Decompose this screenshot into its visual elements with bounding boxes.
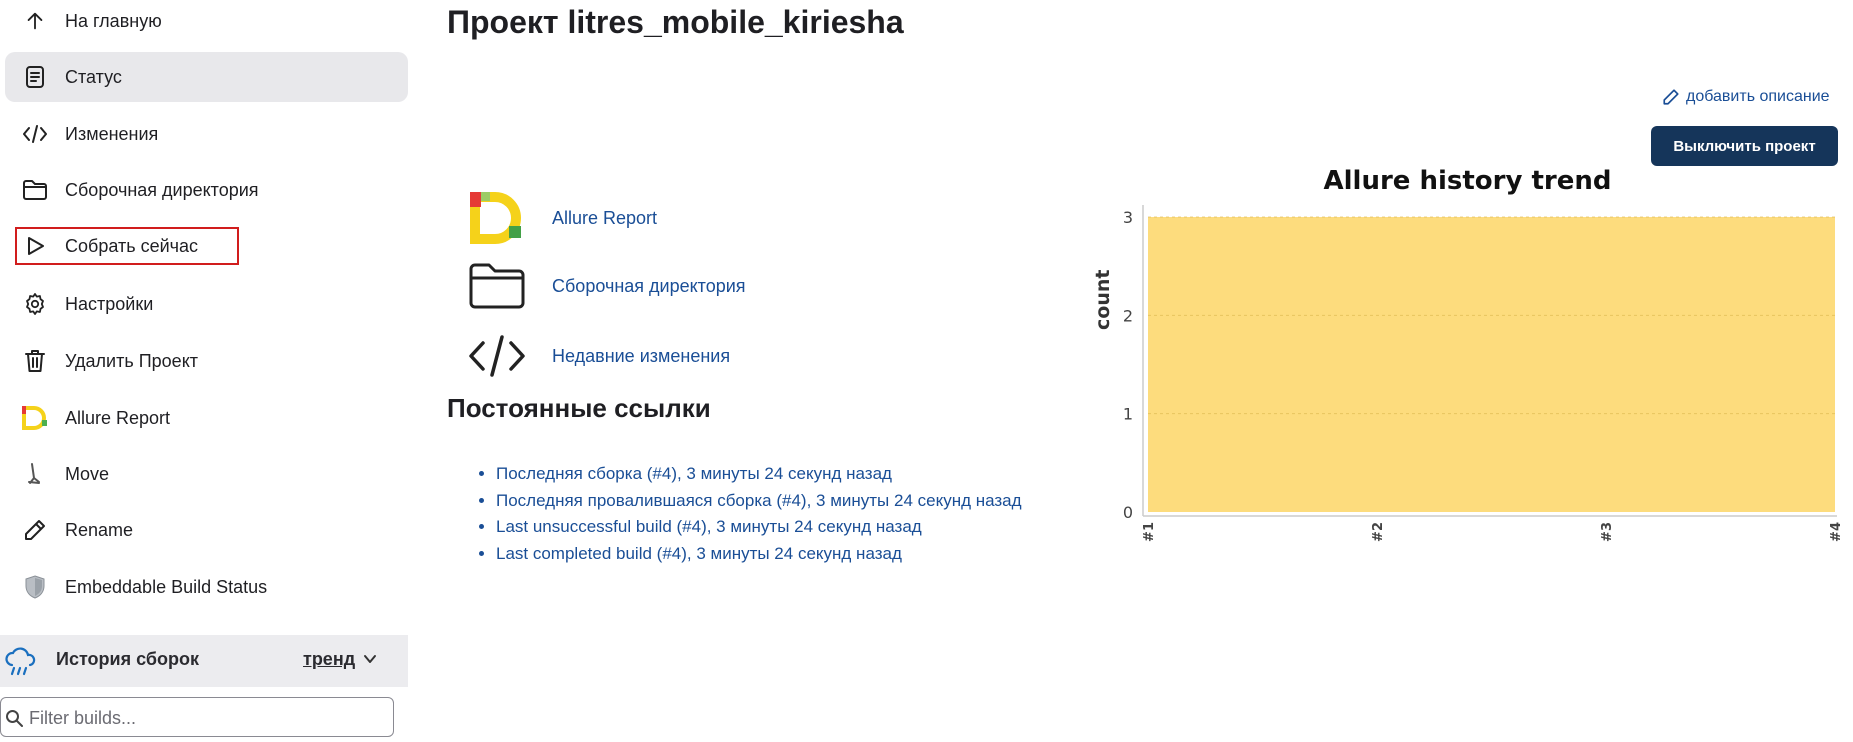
cloud-rain-icon <box>4 647 38 682</box>
chart-x-tick-label: #2 <box>1371 522 1386 542</box>
allure-logo-icon <box>468 189 526 247</box>
arrow-up-icon <box>22 8 48 34</box>
sidebar-item-label: Move <box>65 463 110 484</box>
trash-icon <box>22 348 48 374</box>
workspace-link[interactable]: Сборочная директория <box>552 275 746 296</box>
chart-y-tick-label: 3 <box>1123 208 1133 227</box>
search-icon <box>6 710 23 727</box>
sidebar-item-label: Удалить Проект <box>65 350 199 371</box>
chart-y-axis-label: count <box>1092 269 1114 330</box>
list-item: Last completed build (#4), 3 минуты 24 с… <box>496 541 1022 568</box>
sidebar-item-delete-project[interactable]: Удалить Проект <box>5 336 408 386</box>
permalinks-title: Постоянные ссылки <box>447 393 711 423</box>
add-description-label: добавить описание <box>1686 88 1830 105</box>
allure-report-link[interactable]: Allure Report <box>552 207 658 228</box>
sidebar-item-label: На главную <box>65 10 162 31</box>
sidebar-item-settings[interactable]: Настройки <box>5 279 408 329</box>
list-item: Last unsuccessful build (#4), 3 минуты 2… <box>496 514 1022 541</box>
disable-project-button[interactable]: Выключить проект <box>1651 126 1838 166</box>
shield-icon <box>22 574 48 600</box>
chart-title: Allure history trend <box>1323 166 1612 196</box>
list-item: Последняя сборка (#4), 3 минуты 24 секун… <box>496 461 1022 488</box>
chart-y-tick-label: 0 <box>1123 503 1133 522</box>
code-icon <box>468 327 526 385</box>
sidebar-item-label: Allure Report <box>65 407 171 428</box>
filter-builds-input[interactable] <box>27 703 381 733</box>
folder-icon <box>22 177 48 203</box>
move-icon <box>22 461 48 487</box>
recent-changes-link-row: Недавние изменения <box>468 327 730 385</box>
sidebar-item-status[interactable]: Статус <box>5 52 408 102</box>
sidebar-item-rename[interactable]: Rename <box>5 505 408 555</box>
pencil-icon <box>1663 89 1679 105</box>
sidebar: На главную Статус Изменения Сборочная ди… <box>0 0 410 742</box>
folder-icon <box>468 257 526 315</box>
gear-icon <box>22 291 48 317</box>
chart-x-tick-label: #1 <box>1142 522 1157 542</box>
sidebar-item-build-now[interactable]: Собрать сейчас <box>15 227 239 265</box>
page-title: Проект litres_mobile_kiriesha <box>447 4 904 40</box>
allure-logo-icon <box>22 405 48 431</box>
chart-area-series <box>1148 217 1835 512</box>
list-item: Последняя провалившаяся сборка (#4), 3 м… <box>496 488 1022 515</box>
build-history-header: История сборок тренд <box>0 635 408 687</box>
chart-x-tick-label: #4 <box>1829 522 1844 542</box>
allure-report-link-row: Allure Report <box>468 189 657 247</box>
build-history-title: История сборок <box>56 649 199 669</box>
sidebar-item-move[interactable]: Move <box>5 449 408 499</box>
sidebar-item-label: Embeddable Build Status <box>65 576 268 597</box>
sidebar-item-home[interactable]: На главную <box>5 0 408 46</box>
sidebar-item-label: Сборочная директория <box>65 179 259 200</box>
document-icon <box>22 64 48 90</box>
workspace-link-row: Сборочная директория <box>468 257 746 315</box>
sidebar-item-label: Изменения <box>65 123 159 144</box>
sidebar-item-label: Настройки <box>65 293 154 314</box>
permalink-last-completed-build[interactable]: Last completed build (#4), 3 минуты 24 с… <box>496 543 902 563</box>
sidebar-item-label: Статус <box>65 66 122 87</box>
sidebar-item-label: Собрать сейчас <box>65 235 199 256</box>
add-description-link[interactable]: добавить описание <box>1662 88 1830 106</box>
sidebar-item-changes[interactable]: Изменения <box>5 109 408 159</box>
sidebar-item-workspace[interactable]: Сборочная директория <box>5 165 408 215</box>
filter-builds-field[interactable] <box>0 697 394 737</box>
recent-changes-link[interactable]: Недавние изменения <box>552 345 731 366</box>
play-icon <box>22 233 48 259</box>
permalinks-list: Последняя сборка (#4), 3 минуты 24 секун… <box>478 461 1022 567</box>
sidebar-item-allure-report[interactable]: Allure Report <box>5 393 408 443</box>
sidebar-item-embeddable-build-status[interactable]: Embeddable Build Status <box>5 562 408 612</box>
permalink-last-build[interactable]: Последняя сборка (#4), 3 минуты 24 секун… <box>496 464 892 483</box>
trend-link[interactable]: тренд <box>303 649 356 669</box>
permalink-last-failed-build[interactable]: Последняя провалившаяся сборка (#4), 3 м… <box>496 490 1022 510</box>
chart-y-tick-label: 1 <box>1123 405 1133 424</box>
permalink-last-unsuccessful-build[interactable]: Last unsuccessful build (#4), 3 минуты 2… <box>496 517 922 536</box>
chart-x-tick-label: #3 <box>1600 522 1615 542</box>
code-icon <box>22 121 48 147</box>
sidebar-item-label: Rename <box>65 519 134 540</box>
chevron-down-icon[interactable] <box>362 651 378 672</box>
chart-y-tick-label: 2 <box>1123 306 1133 325</box>
pencil-icon <box>22 517 48 543</box>
